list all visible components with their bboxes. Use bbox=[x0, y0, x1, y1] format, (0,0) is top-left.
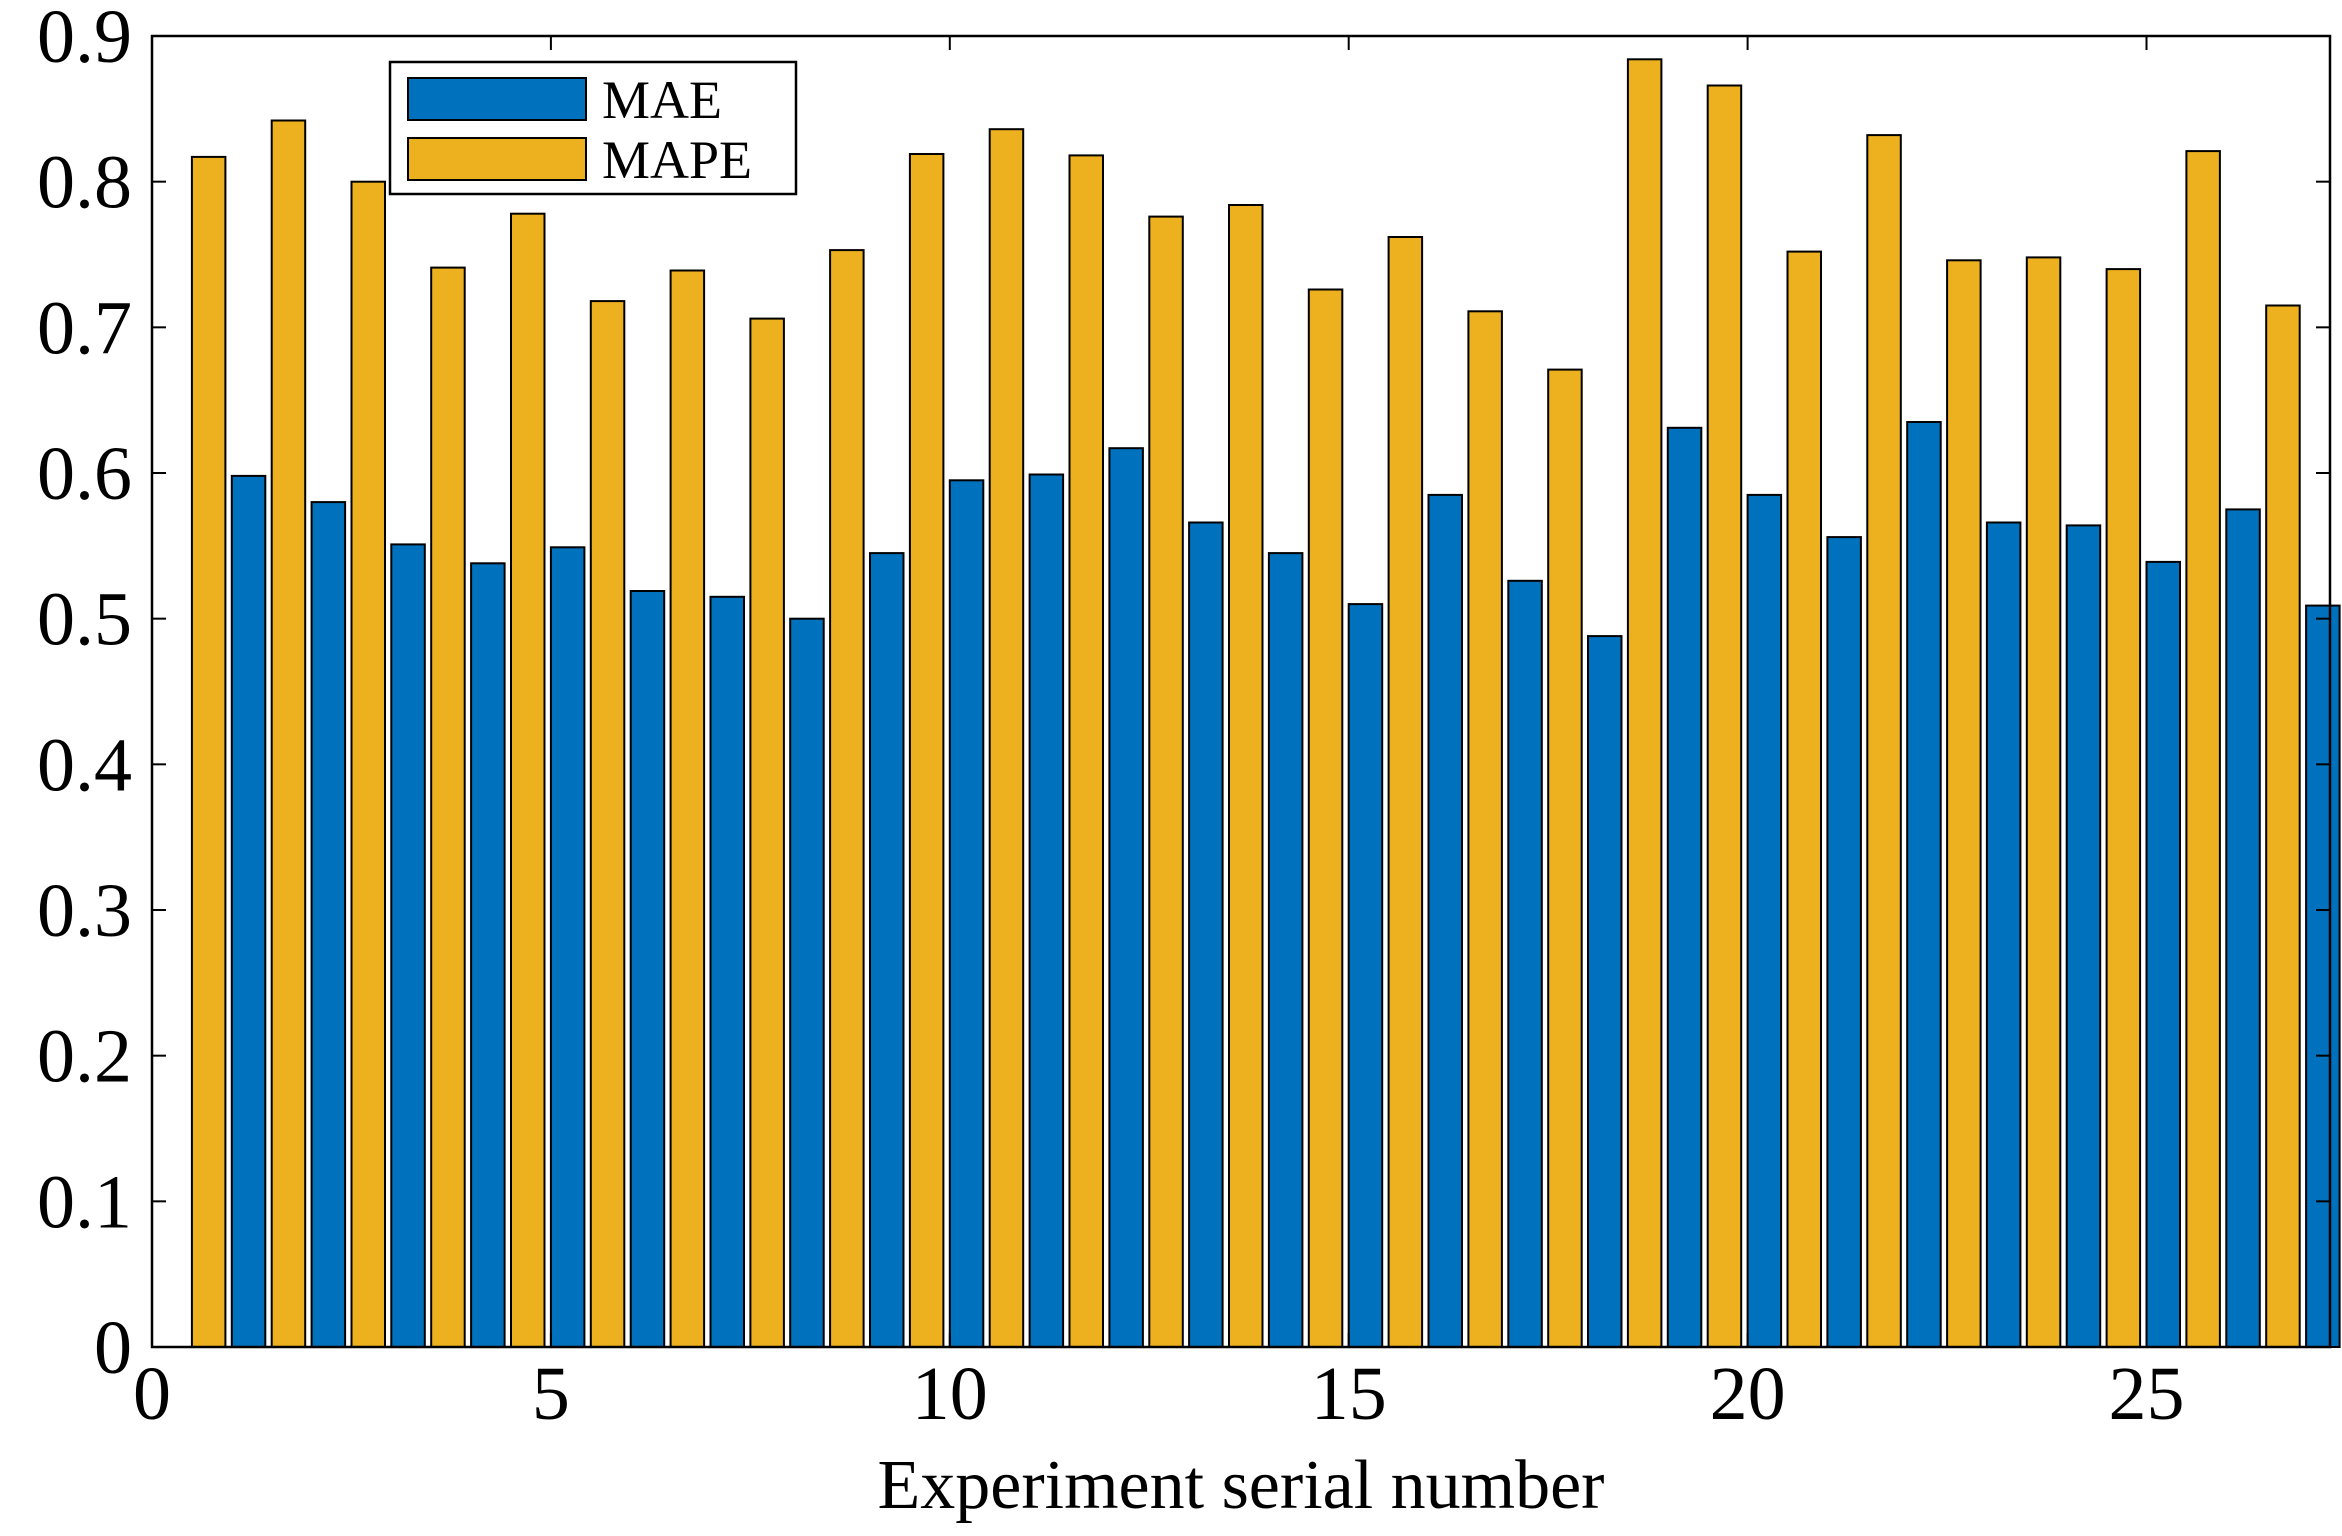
bar-mape-3 bbox=[350, 180, 386, 1349]
bar-mape-4 bbox=[430, 266, 466, 1349]
bar-mape-14 bbox=[1228, 204, 1264, 1348]
y-tick-label: 0.2 bbox=[37, 1015, 132, 1099]
bar-mape-18 bbox=[1547, 368, 1583, 1349]
bar-mae-3 bbox=[390, 543, 426, 1348]
bar-mape-19 bbox=[1626, 58, 1663, 1348]
bar-mape-15 bbox=[1307, 288, 1344, 1348]
bar-mae-8 bbox=[789, 617, 825, 1348]
bar-mae-19 bbox=[1666, 426, 1703, 1348]
bar-mape-11 bbox=[988, 128, 1025, 1349]
bar-mae-4 bbox=[470, 562, 506, 1348]
bar-mape-25 bbox=[2105, 268, 2142, 1349]
y-tick-label: 0.1 bbox=[37, 1160, 132, 1244]
bar-mae-15 bbox=[1347, 603, 1384, 1348]
ticks-layer: 0 5 10 15 20 25 0 0.1 0.2 0.3 0.4 0.5 0.6 0.7 0.8 0.9 bbox=[37, 0, 2330, 1436]
y-tick-label: 0.8 bbox=[37, 141, 132, 225]
x-tick-label: 10 bbox=[912, 1352, 988, 1436]
y-tick-label: 0.5 bbox=[37, 578, 132, 662]
bar-mae-13 bbox=[1188, 521, 1224, 1348]
bar-mape-23 bbox=[1946, 259, 1982, 1348]
bar-mape-10 bbox=[908, 153, 945, 1348]
bar-mape-5 bbox=[510, 212, 546, 1349]
bar-mae-21 bbox=[1826, 536, 1862, 1348]
bar-mae-27 bbox=[2305, 604, 2341, 1348]
bar-mape-2 bbox=[270, 119, 307, 1348]
bar-mae-10 bbox=[948, 479, 985, 1348]
bar-mape-17 bbox=[1467, 310, 1503, 1348]
y-tick-label: 0.6 bbox=[37, 432, 132, 516]
bar-mae-23 bbox=[1985, 521, 2022, 1348]
bar-mae-12 bbox=[1108, 447, 1144, 1348]
x-tick-label: 20 bbox=[1710, 1352, 1786, 1436]
y-tick-label: 0.7 bbox=[37, 286, 132, 370]
bar-mae-26 bbox=[2225, 508, 2261, 1348]
bar-mae-18 bbox=[1587, 635, 1623, 1348]
legend: MAE MAPE bbox=[388, 60, 798, 196]
bar-mae-9 bbox=[869, 552, 905, 1348]
bar-mape-27 bbox=[2265, 304, 2301, 1348]
legend-swatch-mape bbox=[407, 137, 587, 181]
bar-mae-22 bbox=[1906, 421, 1942, 1348]
bar-mape-24 bbox=[2025, 256, 2062, 1348]
bar-mae-25 bbox=[2145, 560, 2181, 1348]
bars-layer bbox=[190, 58, 2341, 1349]
x-tick-label: 25 bbox=[2109, 1352, 2185, 1436]
bar-mae-17 bbox=[1507, 579, 1543, 1348]
x-tick-label: 5 bbox=[532, 1352, 570, 1436]
bar-mape-13 bbox=[1148, 215, 1184, 1349]
bar-mape-1 bbox=[190, 155, 227, 1348]
x-tick-label: 15 bbox=[1311, 1352, 1387, 1436]
y-tick-label: 0.4 bbox=[37, 723, 132, 807]
y-tick-label: 0.3 bbox=[37, 869, 132, 953]
legend-label-mae: MAE bbox=[602, 70, 722, 130]
bar-mape-12 bbox=[1068, 154, 1104, 1348]
y-tick-label: 0 bbox=[94, 1306, 132, 1390]
bar-mae-20 bbox=[1746, 493, 1783, 1348]
bar-mae-7 bbox=[709, 595, 745, 1348]
bar-mape-16 bbox=[1387, 236, 1424, 1348]
bar-mae-24 bbox=[2065, 524, 2102, 1348]
y-tick-label: 0.9 bbox=[37, 0, 132, 79]
bar-mae-2 bbox=[310, 501, 347, 1349]
bar-mae-5 bbox=[549, 546, 586, 1348]
legend-label-mape: MAPE bbox=[602, 130, 752, 190]
bar-mae-6 bbox=[629, 590, 666, 1348]
bar-mape-9 bbox=[829, 249, 865, 1349]
bar-mape-6 bbox=[589, 300, 626, 1349]
x-tick-label: 0 bbox=[133, 1352, 171, 1436]
plot-frame bbox=[150, 34, 2332, 1349]
x-axis-label: Experiment serial number bbox=[878, 1447, 1605, 1524]
bar-mae-11 bbox=[1028, 473, 1065, 1348]
bar-mae-1 bbox=[230, 474, 267, 1348]
bar-mape-7 bbox=[669, 269, 706, 1348]
bar-mape-20 bbox=[1706, 84, 1743, 1348]
bar-mape-21 bbox=[1786, 250, 1822, 1349]
bar-mape-8 bbox=[749, 317, 785, 1349]
legend-swatch-mae bbox=[407, 77, 587, 121]
bar-mape-22 bbox=[1866, 134, 1902, 1349]
bar-mae-16 bbox=[1427, 493, 1463, 1348]
bar-mape-26 bbox=[2185, 150, 2221, 1349]
bar-mae-14 bbox=[1267, 552, 1304, 1348]
